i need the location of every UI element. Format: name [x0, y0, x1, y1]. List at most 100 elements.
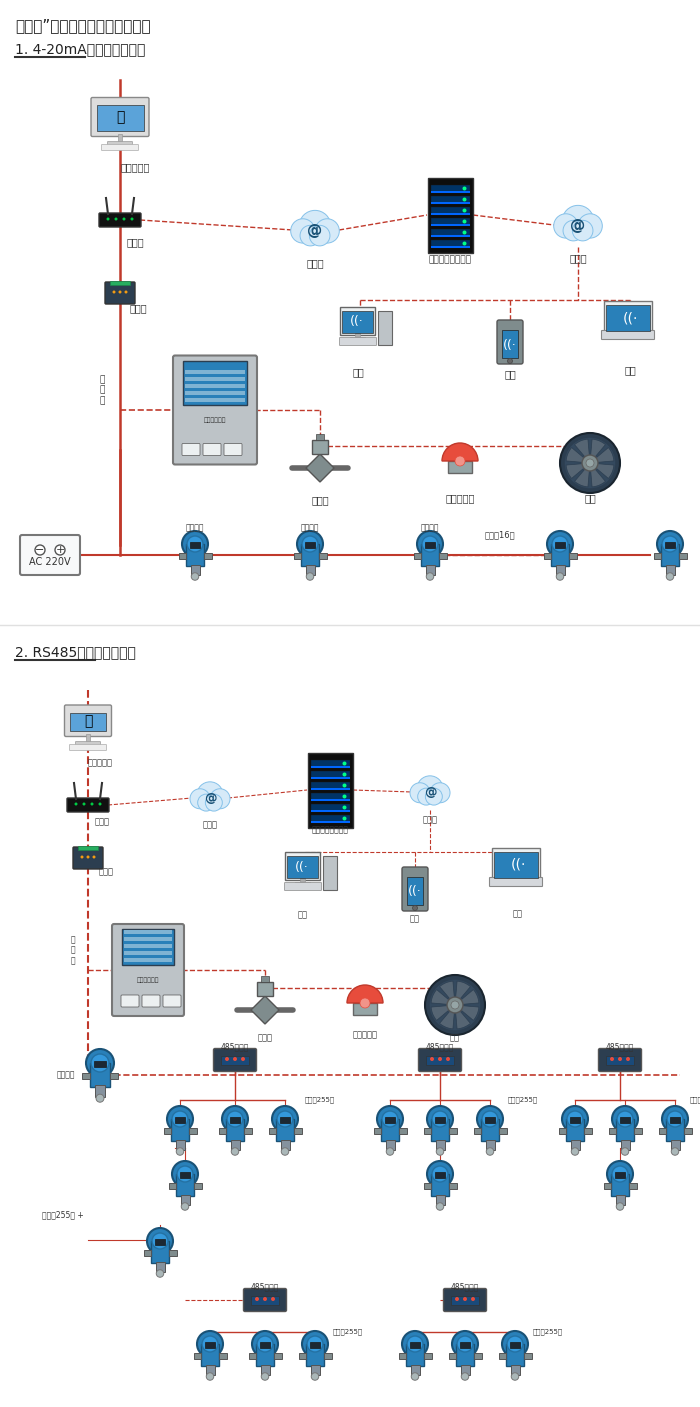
Bar [414, 553, 421, 559]
Bar [430, 212, 470, 214]
Bar [110, 281, 130, 286]
Bar [204, 1342, 216, 1348]
Bar [124, 958, 172, 962]
Bar [206, 1365, 214, 1375]
Bar [83, 1072, 90, 1079]
Circle shape [429, 979, 481, 1031]
Wedge shape [442, 443, 478, 461]
Bar [430, 245, 470, 248]
Bar [180, 1172, 190, 1178]
Text: 转换器: 转换器 [130, 303, 147, 312]
Bar [311, 765, 349, 767]
Bar [251, 1296, 279, 1306]
Circle shape [432, 1112, 448, 1127]
Bar [608, 1128, 616, 1134]
Circle shape [582, 454, 598, 471]
FancyBboxPatch shape [20, 535, 80, 575]
Bar [559, 1128, 566, 1134]
Bar [311, 803, 349, 812]
Circle shape [382, 1112, 398, 1127]
Bar [274, 1352, 281, 1359]
Bar [311, 792, 349, 801]
Text: 可连接255台: 可连接255台 [305, 1096, 335, 1103]
Bar [684, 1128, 692, 1134]
Bar [654, 553, 661, 559]
Bar [486, 1140, 494, 1150]
Circle shape [197, 782, 223, 808]
Circle shape [172, 1112, 188, 1127]
Bar [386, 1140, 395, 1150]
Circle shape [562, 1106, 588, 1133]
Circle shape [177, 1166, 193, 1182]
Text: 可连接255台: 可连接255台 [690, 1096, 700, 1103]
Bar [281, 1140, 290, 1150]
Bar [124, 951, 172, 955]
Bar [484, 1117, 496, 1123]
Bar [90, 1064, 110, 1088]
Circle shape [206, 1373, 214, 1380]
Wedge shape [455, 1005, 479, 1020]
Bar [144, 1249, 151, 1256]
Bar [169, 1249, 176, 1256]
Circle shape [451, 1000, 459, 1009]
Bar [431, 1119, 449, 1141]
Circle shape [106, 218, 109, 221]
Bar [543, 553, 551, 559]
Circle shape [671, 1148, 679, 1155]
Bar [311, 815, 349, 823]
Bar [492, 848, 540, 879]
Bar [301, 545, 319, 566]
Bar [456, 1344, 474, 1366]
FancyBboxPatch shape [67, 798, 109, 812]
Bar [584, 1128, 592, 1134]
Bar [155, 1238, 165, 1245]
Circle shape [231, 1148, 239, 1155]
Bar [435, 1172, 445, 1178]
Circle shape [452, 1331, 478, 1356]
Bar [185, 370, 245, 374]
Bar [670, 1117, 680, 1123]
Circle shape [277, 1112, 293, 1127]
Circle shape [427, 1161, 453, 1188]
FancyBboxPatch shape [142, 995, 160, 1007]
Circle shape [309, 225, 330, 246]
Bar [570, 1140, 580, 1150]
Bar [430, 224, 470, 225]
Circle shape [297, 530, 323, 557]
FancyBboxPatch shape [340, 338, 377, 346]
Bar [324, 1352, 332, 1359]
Bar [276, 1119, 294, 1141]
Bar [312, 440, 328, 454]
Bar [350, 338, 365, 340]
Circle shape [233, 1057, 237, 1061]
Text: 路由器: 路由器 [126, 236, 144, 248]
Circle shape [657, 530, 683, 557]
Circle shape [190, 789, 210, 809]
Bar [230, 1140, 239, 1150]
Circle shape [432, 1166, 448, 1182]
Text: 路由器: 路由器 [94, 817, 109, 826]
Text: −: − [35, 545, 45, 554]
Circle shape [115, 218, 118, 221]
Wedge shape [455, 989, 479, 1005]
Circle shape [113, 290, 116, 294]
Bar [634, 1128, 641, 1134]
Bar [407, 877, 423, 905]
Circle shape [461, 1373, 469, 1380]
Circle shape [315, 218, 340, 243]
Bar [378, 311, 392, 345]
Circle shape [191, 573, 199, 580]
Text: 可连接255台: 可连接255台 [508, 1096, 538, 1103]
Bar [311, 760, 349, 767]
Text: ((·: ((· [622, 311, 638, 325]
Circle shape [299, 211, 331, 242]
Bar [424, 1128, 431, 1134]
Bar [204, 553, 211, 559]
Bar [342, 311, 373, 333]
Circle shape [272, 1106, 298, 1133]
Bar [615, 1172, 625, 1178]
Bar [185, 384, 245, 388]
Wedge shape [590, 463, 606, 487]
Circle shape [547, 530, 573, 557]
Circle shape [99, 802, 101, 805]
